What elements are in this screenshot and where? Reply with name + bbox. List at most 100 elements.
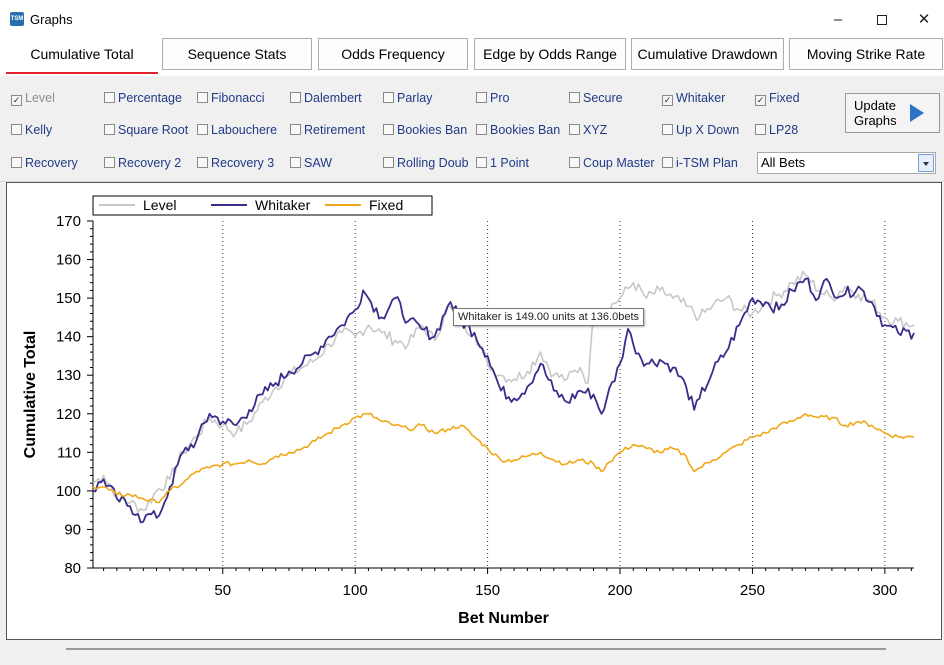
chart-panel: 80 90 100 110 120 130 140 150 160 170 50 100 150 200 2… xyxy=(6,182,942,640)
option-up-x-down[interactable]: Up X Down xyxy=(662,122,739,138)
legend-box xyxy=(92,195,433,216)
minimize-button[interactable]: – xyxy=(833,11,843,28)
option-lp28[interactable]: LP28 xyxy=(755,122,798,138)
active-tab-indicator xyxy=(6,72,158,74)
checkbox-icon xyxy=(476,92,487,103)
chart-legend: Level Whitaker Fixed xyxy=(92,195,433,216)
checkbox-icon xyxy=(476,124,487,135)
option-pro[interactable]: Pro xyxy=(476,90,509,106)
tab-cumulative-drawdown[interactable]: Cumulative Drawdown xyxy=(631,38,784,70)
checkbox-checked-icon: ✓ xyxy=(755,95,766,106)
close-button[interactable]: ✕ xyxy=(917,11,931,28)
y-tick-label: 90 xyxy=(64,521,81,538)
x-tick-label: 150 xyxy=(475,582,500,599)
legend-label-whitaker: Whitaker xyxy=(255,197,311,213)
option-recovery[interactable]: Recovery xyxy=(11,155,78,171)
checkbox-icon xyxy=(197,124,208,135)
horizontal-scrollbar[interactable] xyxy=(66,648,886,650)
y-axis-label: Cumulative Total xyxy=(22,331,39,459)
option-parlay[interactable]: Parlay xyxy=(383,90,432,106)
option-bookies-ban-2[interactable]: Bookies Ban xyxy=(476,122,560,138)
option-square-root[interactable]: Square Root xyxy=(104,122,188,138)
checkbox-icon xyxy=(662,157,673,168)
tab-cumulative-total[interactable]: Cumulative Total xyxy=(6,38,158,70)
checkbox-icon xyxy=(755,124,766,135)
option-percentage[interactable]: Percentage xyxy=(104,90,182,106)
series-line-whitaker xyxy=(92,277,915,524)
series-line-fixed xyxy=(92,412,915,504)
title-bar: TSM Graphs – ✕ xyxy=(0,0,944,38)
y-tick-label: 160 xyxy=(56,252,81,269)
maximize-button[interactable] xyxy=(862,6,902,34)
option-fixed[interactable]: ✓ Fixed xyxy=(755,91,800,106)
option-saw[interactable]: SAW xyxy=(290,155,332,171)
checkbox-icon xyxy=(476,157,487,168)
checkbox-icon xyxy=(290,124,301,135)
y-tick-label: 80 xyxy=(64,560,81,577)
update-graphs-button[interactable]: Update Graphs xyxy=(845,93,940,133)
window-title: Graphs xyxy=(30,12,73,27)
option-labouchere[interactable]: Labouchere xyxy=(197,122,277,138)
option-level[interactable]: ✓ Level xyxy=(11,91,55,106)
tab-sequence-stats[interactable]: Sequence Stats xyxy=(162,38,312,70)
checkbox-icon xyxy=(290,92,301,103)
option-fibonacci[interactable]: Fibonacci xyxy=(197,90,265,106)
checkbox-icon xyxy=(569,92,580,103)
chart-tooltip: Whitaker is 149.00 units at 136.0bets xyxy=(453,308,644,326)
app-icon: TSM xyxy=(10,12,24,26)
cumulative-total-chart: 80 90 100 110 120 130 140 150 160 170 50 100 150 200 2… xyxy=(22,195,915,627)
y-tick-label: 170 xyxy=(56,213,81,230)
y-tick-label: 130 xyxy=(56,367,81,384)
option-bookies-ban-1[interactable]: Bookies Ban xyxy=(383,122,467,138)
play-icon xyxy=(910,104,924,122)
option-rolling-doub[interactable]: Rolling Doub xyxy=(383,155,469,171)
legend-label-fixed: Fixed xyxy=(369,197,403,213)
x-tick-label: 50 xyxy=(214,582,231,599)
bet-filter-select[interactable]: All Bets xyxy=(757,152,936,174)
strategy-options: ✓ Level Percentage Fibonacci Dalembert Pa… xyxy=(0,78,944,182)
maximize-icon xyxy=(877,15,887,25)
option-1-point[interactable]: 1 Point xyxy=(476,155,529,171)
checkbox-icon xyxy=(197,157,208,168)
checkbox-icon xyxy=(290,157,301,168)
option-recovery-3[interactable]: Recovery 3 xyxy=(197,155,274,171)
option-retirement[interactable]: Retirement xyxy=(290,122,365,138)
y-tick-label: 150 xyxy=(56,290,81,307)
option-whitaker[interactable]: ✓ Whitaker xyxy=(662,91,726,106)
checkbox-icon xyxy=(104,157,115,168)
y-tick-label: 140 xyxy=(56,329,81,346)
x-tick-label: 250 xyxy=(740,582,765,599)
option-dalembert[interactable]: Dalembert xyxy=(290,90,362,106)
legend-label-level: Level xyxy=(143,197,176,213)
x-axis-label: Bet Number xyxy=(458,610,549,627)
option-kelly[interactable]: Kelly xyxy=(11,122,52,138)
bet-filter-value: All Bets xyxy=(761,155,806,170)
checkbox-icon xyxy=(104,124,115,135)
option-xyz[interactable]: XYZ xyxy=(569,122,607,138)
checkbox-icon xyxy=(569,157,580,168)
option-coup-master[interactable]: Coup Master xyxy=(569,155,655,171)
tab-edge-by-odds-range[interactable]: Edge by Odds Range xyxy=(474,38,626,70)
checkbox-icon xyxy=(569,124,580,135)
checkbox-icon xyxy=(11,157,22,168)
option-i-tsm-plan[interactable]: i-TSM Plan xyxy=(662,155,738,171)
update-graphs-label: Update Graphs xyxy=(854,98,897,128)
checkbox-icon xyxy=(104,92,115,103)
chevron-down-icon[interactable] xyxy=(918,154,934,172)
tab-odds-frequency[interactable]: Odds Frequency xyxy=(318,38,468,70)
tab-bar: Cumulative Total Sequence Stats Odds Fre… xyxy=(0,38,944,76)
option-secure[interactable]: Secure xyxy=(569,90,623,106)
checkbox-checked-icon: ✓ xyxy=(662,95,673,106)
y-tick-label: 110 xyxy=(57,444,81,461)
checkbox-icon xyxy=(383,92,394,103)
option-recovery-2[interactable]: Recovery 2 xyxy=(104,155,181,171)
tab-moving-strike-rate[interactable]: Moving Strike Rate xyxy=(789,38,943,70)
checkbox-icon xyxy=(197,92,208,103)
checkbox-icon xyxy=(662,124,673,135)
x-tick-label: 300 xyxy=(872,582,897,599)
y-tick-label: 100 xyxy=(56,483,81,500)
checkbox-checked-icon: ✓ xyxy=(11,95,22,106)
x-tick-label: 100 xyxy=(343,582,368,599)
series-line-level xyxy=(92,270,915,514)
